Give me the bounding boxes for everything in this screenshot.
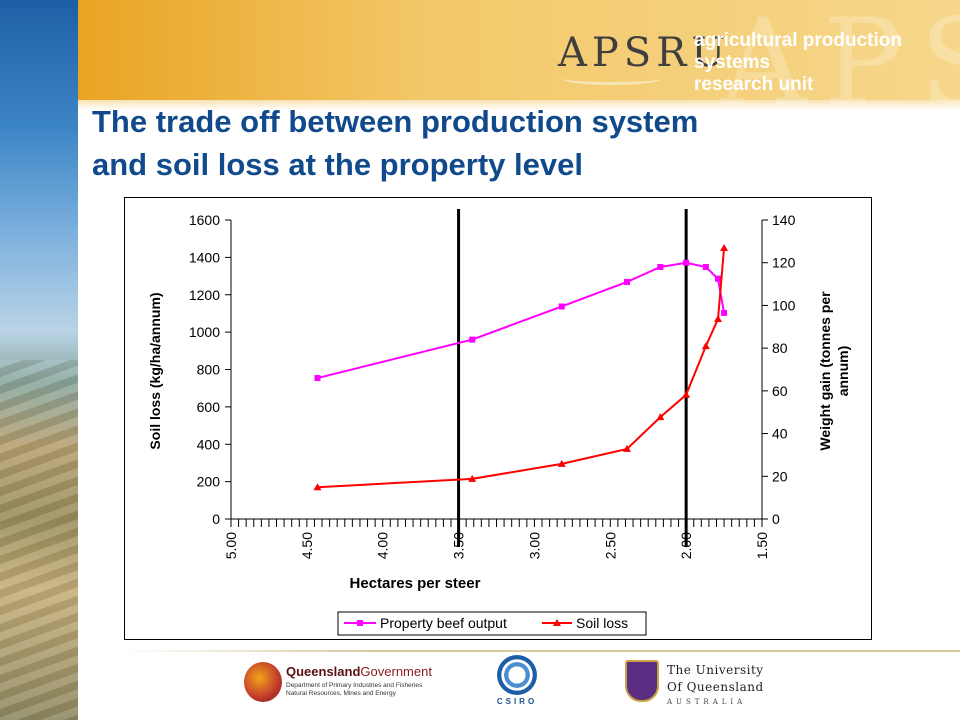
uq-name-line2: Of Queensland (667, 680, 764, 694)
chart: 0 200 400 600 800 1000 1200 1400 1600 0 20 40 60 80 10… (147, 209, 851, 636)
x-axis-label: Hectares per steer (350, 575, 481, 592)
beef-output-point (657, 263, 664, 270)
footer-divider (120, 650, 960, 652)
csiro-word: CSIRO (496, 697, 538, 706)
y-right-tick-label: 100 (772, 297, 796, 313)
header-watermark: APSRU (720, 0, 960, 133)
header-banner (78, 0, 960, 100)
chart-frame (124, 197, 872, 640)
soil-loss-point (622, 444, 631, 452)
uq-name-line1: The University (667, 663, 764, 677)
y-left-tick-label: 1600 (189, 212, 220, 228)
header-fade (78, 100, 960, 110)
uq-country: AUSTRALIA (667, 698, 747, 706)
y-right-tick-label: 140 (772, 212, 796, 228)
legend-box (337, 611, 647, 636)
series-line-triangle (317, 247, 726, 489)
apsru-logo: APSRU (558, 30, 731, 76)
beef-output-point (314, 375, 321, 382)
legend-marker-beef (357, 620, 363, 626)
qld-dept-line2: Natural Resources, Mines and Energy (286, 690, 396, 697)
soil-loss-point (714, 315, 723, 323)
vertical-markers (457, 209, 688, 547)
beef-output-point (469, 336, 476, 343)
soil-loss-point (682, 390, 691, 398)
queensland-government-logo: QueenslandGovernment Department of Prima… (244, 662, 434, 706)
left-landscape-image (0, 0, 78, 720)
page-title: The trade off between production system … (92, 100, 912, 186)
title-line1: The trade off between production system (92, 104, 699, 139)
soil-loss-point (701, 342, 710, 350)
apsru-logo-arc (562, 72, 662, 85)
queensland-emblem-icon (244, 662, 282, 702)
y-left-tick-label: 1400 (189, 249, 220, 265)
legend: Property beef output Soil loss (337, 611, 647, 636)
csiro-logo: CSIRO (493, 655, 541, 711)
soil-loss-point (720, 244, 729, 252)
qld-name-bold: Queensland (286, 664, 361, 679)
series-layer (313, 244, 729, 491)
y-right-tick-label: 20 (772, 468, 788, 484)
y-left-tick-label: 800 (197, 362, 221, 378)
y-left-tick-label: 400 (197, 436, 221, 452)
y-right-tick-label: 40 (772, 426, 788, 442)
uq-name: The University Of Queensland (667, 662, 764, 696)
series-line-square (317, 261, 726, 380)
beef-output-point (715, 275, 722, 282)
uq-crest-icon (625, 660, 659, 702)
title-line2: and soil loss at the property level (92, 147, 583, 182)
y-right-tick-label: 80 (772, 340, 788, 356)
y-left-tick-label: 0 (212, 511, 220, 527)
beef-output-point (623, 278, 630, 285)
y-axis-right-label-line1: Weight gain (tonnes per (817, 291, 833, 451)
x-tick-label: 4.50 (299, 532, 315, 559)
qld-title: QueenslandGovernment (286, 664, 432, 679)
soil-loss-point (468, 474, 477, 482)
legend-label-beef: Property beef output (380, 615, 507, 631)
y-right-tick-label: 0 (772, 511, 780, 527)
university-of-queensland-logo: The University Of Queensland AUSTRALIA (625, 658, 795, 712)
x-tick-label: 1.50 (754, 532, 770, 559)
y-axis-left-label: Soil loss (kg/ha/annum) (147, 292, 163, 449)
qld-name-regular: Government (360, 664, 432, 679)
soil-loss-point (557, 459, 566, 467)
x-tick-label: 5.00 (223, 532, 239, 559)
y-left-tick-label: 600 (197, 399, 221, 415)
legend-marker-soil (553, 619, 561, 626)
soil-loss-point (656, 413, 665, 421)
y-axis-right-label-line2: annum) (835, 346, 851, 397)
x-tick-label: 3.00 (526, 532, 542, 559)
tagline-line2: research unit (694, 74, 814, 95)
y-right-tick-label: 60 (772, 383, 788, 399)
beef-output-point (721, 309, 728, 316)
csiro-emblem-icon (497, 655, 537, 695)
y-left-tick-label: 200 (197, 474, 221, 490)
beef-output-point (558, 303, 565, 310)
header-tagline: agricultural production systems research… (694, 30, 960, 96)
y-left-tick-label: 1200 (189, 287, 220, 303)
soil-loss-point (313, 483, 322, 491)
y-left-tick-label: 1000 (189, 324, 220, 340)
beef-output-point (683, 259, 690, 266)
x-tick-label: 2.50 (602, 532, 618, 559)
x-tick-label: 4.00 (375, 532, 391, 559)
qld-departments: Department of Primary Industries and Fis… (286, 682, 422, 698)
legend-label-soil: Soil loss (576, 615, 628, 631)
y-right-tick-label: 120 (772, 255, 796, 271)
beef-output-point (702, 263, 709, 270)
tagline-line1: agricultural production systems (694, 30, 902, 73)
chart-axes: 0 200 400 600 800 1000 1200 1400 1600 0 20 40 60 80 10… (189, 212, 796, 559)
qld-dept-line1: Department of Primary Industries and Fis… (286, 682, 423, 689)
